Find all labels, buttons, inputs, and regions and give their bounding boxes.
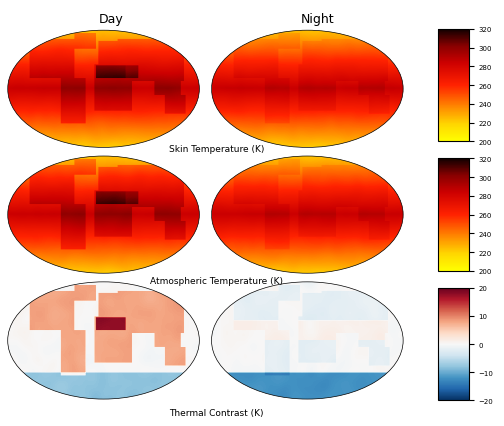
Text: Skin Temperature (K): Skin Temperature (K) [169,144,265,153]
Text: Atmospheric Temperature (K): Atmospheric Temperature (K) [150,276,283,285]
Text: Day: Day [98,13,123,26]
Text: Thermal Contrast (K): Thermal Contrast (K) [169,409,264,417]
Text: Night: Night [301,13,334,26]
